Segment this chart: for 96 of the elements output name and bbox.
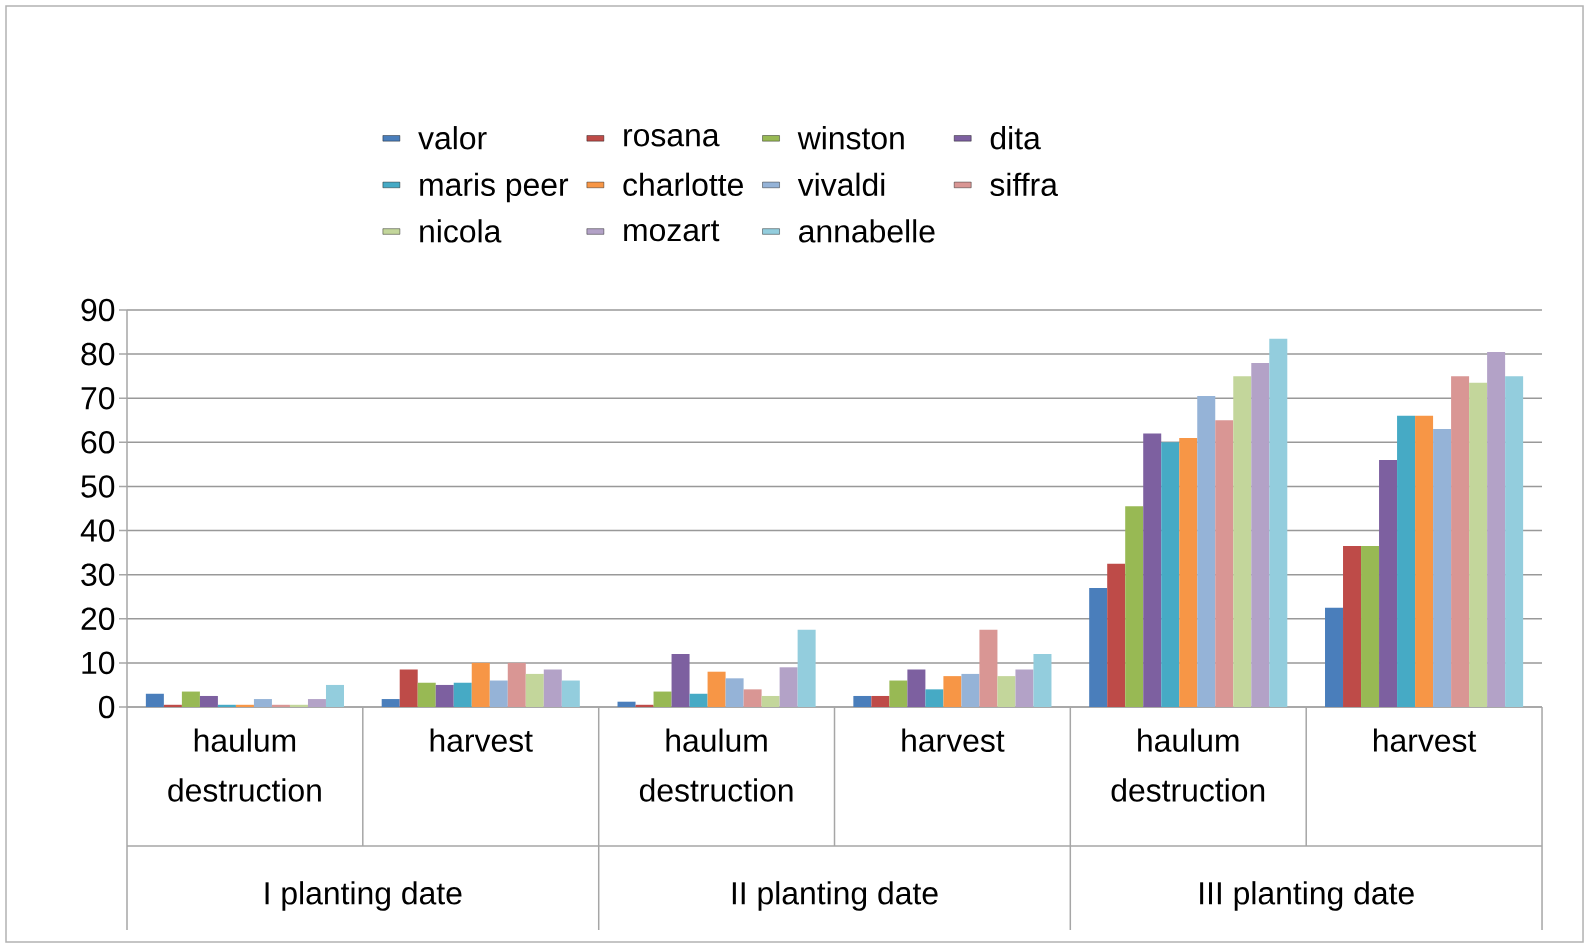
y-tick-label: 40 [80, 519, 115, 542]
text: III planting date [1200, 881, 1414, 911]
bar [1233, 376, 1252, 707]
legend-label: annabelle [799, 219, 935, 243]
text: I planting date [265, 881, 462, 911]
bar [199, 695, 218, 707]
bar [217, 704, 236, 707]
bar [1269, 338, 1288, 707]
bar [1125, 506, 1144, 707]
bar [525, 673, 544, 707]
bar [507, 662, 526, 707]
legend-label: vivaldi [797, 172, 885, 197]
legend-label: charlotte [623, 172, 743, 197]
bar [1343, 545, 1362, 707]
bar [907, 669, 926, 707]
legend-label: maris peer [420, 172, 569, 203]
y-tick-label: 30 [81, 563, 115, 586]
bar [1179, 437, 1198, 707]
x-tick-label: harvest [902, 728, 1005, 752]
bar [163, 704, 182, 707]
legend-label: nicola [420, 219, 502, 243]
y-tick-label: 10 [82, 651, 115, 675]
bar [453, 682, 472, 707]
bar [271, 704, 290, 707]
bar [1089, 587, 1108, 707]
bar [1433, 429, 1452, 707]
bar [381, 699, 400, 707]
bar [889, 680, 908, 707]
y-tick-label: 90 [81, 298, 115, 322]
bar [671, 654, 690, 707]
bar [707, 671, 726, 707]
legend-label: rosana [624, 129, 720, 147]
bar [1143, 433, 1162, 707]
bar [543, 669, 562, 707]
bar [1107, 563, 1126, 707]
legend-label: winston [797, 126, 904, 150]
bar [979, 629, 998, 707]
bar [1161, 442, 1180, 707]
bar [1215, 420, 1234, 707]
bar [797, 629, 816, 707]
bar [1033, 654, 1052, 707]
x-tick-label: harvest [1374, 728, 1477, 752]
legend-label: valor [418, 126, 487, 150]
bar [961, 673, 980, 707]
bar [435, 684, 454, 707]
bar [635, 704, 654, 707]
bar [145, 693, 164, 707]
legend-label: siffra [990, 172, 1058, 197]
x-tick-label: haulum destruction [168, 728, 321, 802]
bar [871, 695, 890, 707]
bar [997, 676, 1016, 707]
bar [943, 676, 962, 707]
y-tick-label: 20 [81, 607, 115, 631]
bar [1487, 351, 1506, 707]
bar [925, 689, 944, 707]
bar [1015, 669, 1034, 707]
bar [1361, 545, 1380, 707]
bar [253, 699, 272, 707]
bar [1505, 376, 1524, 707]
bar [1469, 382, 1488, 707]
y-tick-label: 80 [81, 342, 115, 366]
legend-label: dita [990, 126, 1041, 150]
bar [489, 680, 508, 707]
y-tick-label: 60 [81, 431, 115, 454]
bar [853, 695, 872, 707]
bar [1415, 415, 1434, 707]
text: II planting date [732, 881, 938, 911]
bar [235, 704, 254, 707]
bar [399, 669, 418, 707]
bar [1379, 459, 1398, 707]
y-tick-label: 70 [81, 386, 115, 410]
bar [471, 662, 490, 707]
bar [689, 693, 708, 707]
y-tick-label: 50 [81, 475, 115, 498]
bar [561, 680, 580, 707]
y-tick-label: 0 [99, 695, 115, 719]
bar [761, 695, 780, 707]
bar [1325, 607, 1344, 707]
bar [1451, 376, 1470, 707]
bar [307, 699, 326, 707]
bar [181, 691, 200, 707]
bar [743, 689, 762, 707]
bar [289, 704, 308, 707]
bar [1197, 396, 1216, 707]
x-tick-label: haulum destruction [1111, 728, 1265, 802]
x-tick-label: harvest [430, 728, 533, 752]
bar [779, 667, 798, 707]
bar [1251, 362, 1270, 707]
bar [653, 691, 672, 707]
legend-label: mozart [624, 220, 720, 242]
bar [617, 701, 636, 707]
bar [417, 682, 436, 707]
bar [1397, 415, 1416, 707]
bar [325, 684, 344, 707]
x-tick-label: haulum destruction [639, 728, 793, 802]
bar [725, 678, 744, 707]
